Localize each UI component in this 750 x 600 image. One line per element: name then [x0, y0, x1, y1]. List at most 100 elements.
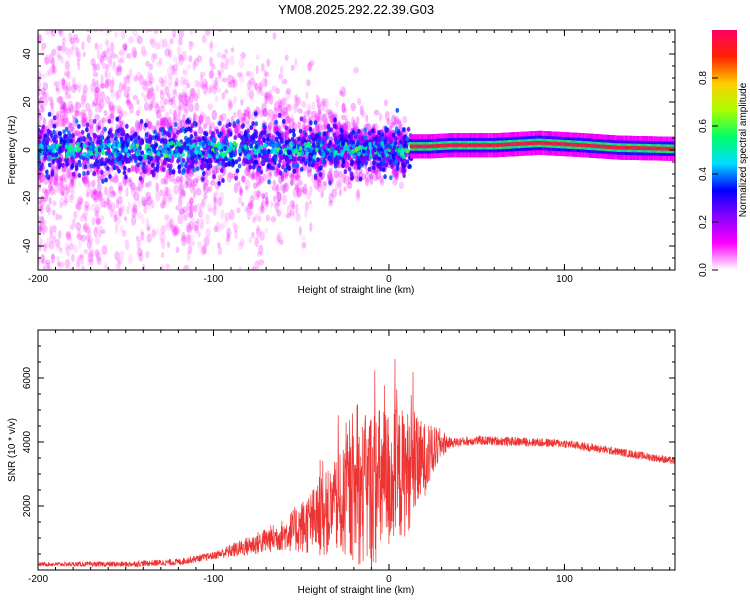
spectrogram-cell — [172, 109, 177, 120]
spectrogram-cell — [57, 54, 63, 62]
spectrogram-cell — [290, 114, 294, 124]
spectrogram-cell — [77, 173, 82, 179]
spectrogram-cell — [68, 242, 74, 251]
spectrogram-cell — [81, 41, 85, 51]
spectrogram-cell — [47, 111, 52, 117]
spectrogram-cell — [341, 102, 346, 113]
spectrogram-cell — [164, 75, 168, 84]
spectrogram-cell — [97, 173, 101, 184]
spectrogram-cell — [93, 226, 98, 238]
spectrogram-cell — [203, 192, 208, 200]
spectrogram-cell — [87, 258, 91, 267]
x-tick-label: -100 — [203, 574, 223, 585]
spectrogram-cell — [209, 122, 215, 129]
spectrogram-cell — [168, 126, 172, 132]
spectrogram-cell — [344, 134, 349, 140]
spectrogram-cell — [277, 134, 282, 140]
spectrogram-cell — [40, 172, 45, 178]
spectrogram-cell — [50, 133, 54, 139]
spectrogram-cell — [375, 134, 379, 140]
spectrogram-cell — [115, 139, 120, 145]
spectrogram-cell — [306, 79, 311, 87]
spectrogram-cell — [378, 150, 383, 156]
spectrogram-cell — [110, 30, 113, 31]
spectrogram-cell — [177, 177, 183, 186]
spectrogram-cell — [316, 179, 322, 187]
spectrogram-cell — [50, 30, 54, 33]
spectrogram-cell — [256, 167, 261, 173]
spectrogram-cell — [43, 192, 47, 200]
spectrogram-cell — [82, 170, 86, 176]
spectrogram-cell — [146, 70, 153, 81]
colorbar-tick-label: 0.4 — [698, 167, 709, 181]
spectrogram-cell — [295, 163, 300, 169]
spectrogram-cell — [301, 156, 306, 162]
spectrogram-cell — [256, 174, 261, 185]
spectrogram-cell — [38, 225, 43, 232]
spectrogram-cell — [97, 191, 102, 200]
spectrogram-cell — [349, 175, 354, 181]
spectrogram-cell — [118, 207, 122, 218]
spectrogram-cell — [278, 73, 284, 80]
spectrogram-cell — [221, 161, 225, 167]
spectrogram-cell — [275, 183, 279, 195]
spectrogram-cell — [138, 182, 143, 193]
spectrogram-cell — [211, 165, 218, 176]
spectrogram-cell — [132, 30, 139, 37]
spectrogram-cell — [325, 150, 330, 156]
spectrogram-cell — [306, 169, 312, 178]
spectrogram-cell — [268, 94, 274, 105]
spectrogram-cell — [100, 215, 105, 221]
spectrogram-cell — [45, 259, 51, 265]
spectrogram-cell — [405, 159, 410, 165]
spectrogram-cell — [224, 48, 228, 55]
spectrogram-cell — [401, 163, 406, 169]
spectrogram-cell — [178, 54, 184, 66]
spectrogram-cell — [82, 51, 86, 58]
spectrogram-cell — [270, 117, 274, 126]
spectrogram-cell — [286, 149, 291, 155]
spectrogram-cell — [329, 152, 334, 158]
spectrogram-cell — [119, 250, 125, 260]
spectrogram-cell — [39, 103, 46, 114]
spectrogram-cell — [262, 108, 268, 117]
spectrogram-cell — [195, 166, 200, 172]
spectrogram-cell — [178, 191, 184, 198]
spectrogram-cell — [52, 123, 57, 129]
x-tick-label: 100 — [556, 274, 573, 285]
spectrogram-cell — [44, 99, 48, 107]
spectrogram-cell — [107, 55, 113, 64]
spectrogram-cell — [302, 188, 308, 195]
spectrogram-cell — [396, 154, 401, 160]
spectrogram-cell — [145, 223, 152, 231]
spectrogram-cell — [321, 139, 325, 145]
spectrogram-cell — [121, 129, 126, 135]
spectrogram-cell — [330, 115, 334, 126]
spectrogram-cell — [339, 91, 346, 98]
spectrogram-cell — [155, 164, 160, 170]
spectrogram-cell — [139, 229, 144, 236]
spectrogram-cell — [189, 178, 194, 188]
spectrogram-cell — [295, 184, 301, 193]
spectrogram-cell — [109, 190, 116, 198]
spectrogram-cell — [173, 178, 178, 185]
spectrogram-cell — [332, 123, 337, 129]
spectrogram-cell — [233, 111, 237, 118]
spectrogram-cell — [275, 87, 281, 95]
spectrogram-cell — [220, 66, 225, 74]
spectrogram-cell — [67, 167, 72, 178]
spectrogram-cell — [92, 30, 98, 33]
spectrogram-cell — [91, 203, 96, 212]
spectrogram-cell — [116, 65, 123, 77]
spectrogram-cell — [309, 120, 313, 126]
spectrogram-cell — [76, 51, 81, 62]
spectrogram-cell — [104, 78, 109, 89]
spectrogram-cell — [38, 134, 43, 140]
spectrogram-cell — [196, 146, 201, 152]
spectrogram-cell — [264, 143, 268, 149]
spectrogram-cell — [65, 245, 71, 257]
spectrogram-cell — [193, 79, 200, 88]
spectrogram-cell — [38, 171, 43, 179]
spectrogram-cell — [80, 94, 87, 105]
spectrogram-cell — [175, 205, 180, 211]
